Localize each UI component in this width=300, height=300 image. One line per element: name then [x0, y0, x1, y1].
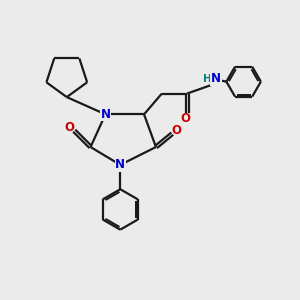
Text: O: O	[65, 121, 75, 134]
Text: O: O	[181, 112, 191, 125]
Text: N: N	[115, 158, 125, 171]
Text: N: N	[211, 72, 221, 85]
Text: H: H	[203, 74, 212, 84]
Text: O: O	[172, 124, 182, 137]
Text: N: N	[100, 108, 110, 121]
